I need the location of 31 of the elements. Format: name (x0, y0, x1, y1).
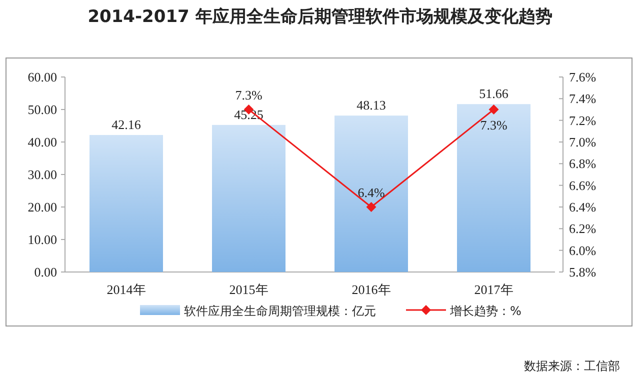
y-tick-label: 30.00 (28, 167, 57, 182)
y2-tick-label: 6.4% (569, 200, 596, 214)
y2-tick-label: 6.8% (569, 156, 596, 172)
y2-tick-label: 7.6% (569, 70, 596, 84)
x-tick-label: 2014年 (106, 282, 146, 297)
y2-tick-label: 7.4% (569, 91, 596, 106)
y-tick-label: 40.00 (28, 134, 57, 150)
legend-label: 软件应用全生命周期管理规模：亿元 (184, 304, 376, 318)
x-tick-label: 2016年 (352, 282, 391, 297)
y2-tick-label: 6.2% (569, 221, 596, 236)
legend-label: 增长趋势：% (449, 304, 522, 318)
y2-tick-label: 7.0% (569, 134, 596, 150)
data-label: 7.3% (235, 88, 262, 102)
source-note: 数据来源：工信部 (524, 359, 620, 373)
chart-title: 2014-2017 年应用全生命后期管理软件市场规模及变化趋势 (88, 7, 552, 27)
data-label: 48.13 (356, 98, 386, 113)
y-tick-label: 0.00 (34, 264, 57, 280)
data-label: 6.4% (358, 185, 385, 200)
y-tick-label: 20.00 (28, 200, 57, 214)
x-tick-label: 2017年 (474, 282, 514, 297)
x-tick-label: 2015年 (229, 282, 268, 297)
y-tick-label: 50.00 (28, 102, 57, 117)
y2-tick-label: 5.8% (569, 264, 596, 280)
y2-tick-label: 6.6% (569, 178, 596, 193)
data-label: 7.3% (480, 118, 508, 132)
y2-tick-label: 6.0% (569, 242, 596, 258)
y-tick-label: 60.00 (28, 70, 57, 84)
data-label: 51.66 (479, 86, 509, 102)
y2-tick-label: 7.2% (569, 112, 596, 128)
data-label: 42.16 (112, 116, 142, 132)
y-tick-label: 10.00 (28, 232, 57, 247)
